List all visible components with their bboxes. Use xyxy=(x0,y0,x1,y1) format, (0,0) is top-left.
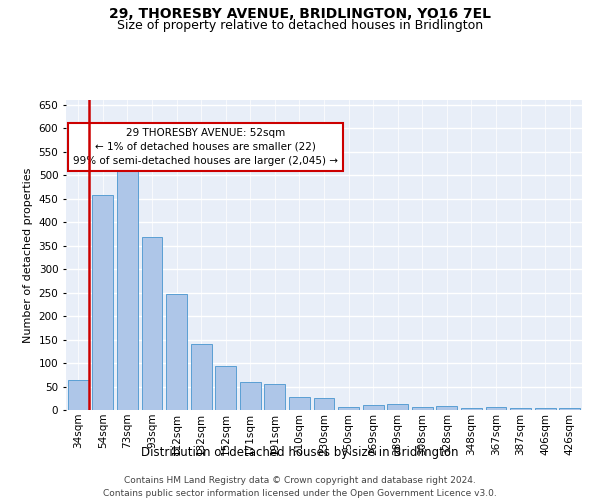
Bar xyxy=(191,344,212,410)
Text: Size of property relative to detached houses in Bridlington: Size of property relative to detached ho… xyxy=(117,19,483,32)
Bar xyxy=(289,398,310,410)
Bar xyxy=(68,380,89,410)
Bar xyxy=(92,196,113,410)
Bar xyxy=(166,294,187,410)
Bar xyxy=(314,398,334,410)
Bar xyxy=(117,165,138,410)
Bar xyxy=(142,237,163,410)
Bar xyxy=(535,408,556,410)
Bar xyxy=(436,406,457,410)
Bar xyxy=(412,406,433,410)
Bar xyxy=(362,406,383,410)
Bar xyxy=(265,384,286,410)
Bar xyxy=(510,408,531,410)
Bar xyxy=(338,407,359,410)
Bar xyxy=(387,404,408,410)
Bar xyxy=(461,408,482,410)
Text: 29 THORESBY AVENUE: 52sqm
← 1% of detached houses are smaller (22)
99% of semi-d: 29 THORESBY AVENUE: 52sqm ← 1% of detach… xyxy=(73,128,338,166)
Y-axis label: Number of detached properties: Number of detached properties xyxy=(23,168,33,342)
Text: Distribution of detached houses by size in Bridlington: Distribution of detached houses by size … xyxy=(141,446,459,459)
Text: Contains HM Land Registry data © Crown copyright and database right 2024.
Contai: Contains HM Land Registry data © Crown c… xyxy=(103,476,497,498)
Bar xyxy=(559,408,580,410)
Bar xyxy=(485,406,506,410)
Text: 29, THORESBY AVENUE, BRIDLINGTON, YO16 7EL: 29, THORESBY AVENUE, BRIDLINGTON, YO16 7… xyxy=(109,8,491,22)
Bar xyxy=(215,366,236,410)
Bar xyxy=(240,382,261,410)
